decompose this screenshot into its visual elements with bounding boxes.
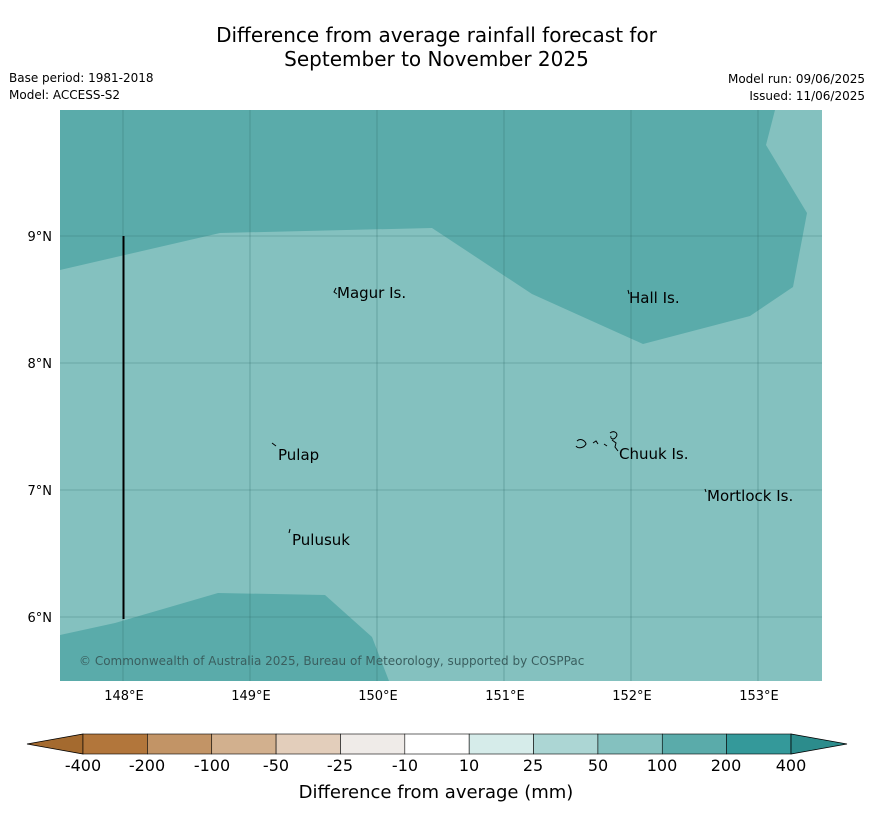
title-line-1: Difference from average rainfall forecas… bbox=[216, 23, 657, 47]
colorbar-tick: -400 bbox=[65, 756, 101, 775]
colorbar-ticks: -400 -200 -100 -50 -25 -10 10 25 50 100 … bbox=[65, 756, 806, 775]
lat-tick: 9°N bbox=[28, 230, 53, 245]
colorbar-box bbox=[275, 733, 341, 755]
lat-tick: 6°N bbox=[28, 611, 53, 626]
colorbar-extend-high bbox=[790, 733, 848, 755]
colorbar-tick: 200 bbox=[711, 756, 742, 775]
colorbar-box bbox=[404, 733, 470, 755]
map-area: Magur Is. Hall Is. Pulap Chuuk Is. Mortl… bbox=[60, 110, 822, 681]
lon-tick: 151°E bbox=[485, 689, 525, 704]
place-label-pulusuk: Pulusuk bbox=[292, 531, 350, 549]
issued-text: Issued: 11/06/2025 bbox=[749, 89, 865, 103]
colorbar-tick: 10 bbox=[459, 756, 479, 775]
lon-tick: 149°E bbox=[231, 689, 271, 704]
colorbar bbox=[26, 733, 848, 755]
colorbar-tick: -200 bbox=[129, 756, 165, 775]
region-100-200-north bbox=[60, 110, 807, 344]
latitude-ticks: 9°N 8°N 7°N 6°N bbox=[28, 230, 53, 626]
colorbar-box bbox=[661, 733, 727, 755]
graticule bbox=[60, 110, 822, 681]
title-line-2: September to November 2025 bbox=[284, 47, 589, 71]
place-label-mortlock: Mortlock Is. bbox=[707, 487, 793, 505]
place-label-chuuk: Chuuk Is. bbox=[619, 445, 688, 463]
lon-tick: 150°E bbox=[358, 689, 398, 704]
model-text: Model: ACCESS-S2 bbox=[9, 88, 121, 102]
colorbar-tick: 400 bbox=[776, 756, 807, 775]
colorbar-tick: 25 bbox=[523, 756, 543, 775]
place-label-pulap: Pulap bbox=[278, 446, 319, 464]
place-labels: Magur Is. Hall Is. Pulap Chuuk Is. Mortl… bbox=[278, 284, 793, 549]
region-100-200-south bbox=[60, 593, 389, 681]
lon-tick: 148°E bbox=[104, 689, 144, 704]
colorbar-tick: 100 bbox=[647, 756, 678, 775]
lon-tick: 153°E bbox=[739, 689, 779, 704]
longitude-ticks: 148°E 149°E 150°E 151°E 152°E 153°E bbox=[104, 689, 779, 704]
colorbar-box bbox=[147, 733, 213, 755]
colorbar-tick: -50 bbox=[263, 756, 289, 775]
colorbar-tick: -10 bbox=[392, 756, 418, 775]
lat-tick: 8°N bbox=[28, 357, 53, 372]
colorbar-box bbox=[211, 733, 277, 755]
colorbar-label: Difference from average (mm) bbox=[299, 782, 574, 803]
colorbar-extend-low bbox=[26, 733, 84, 755]
place-label-magur: Magur Is. bbox=[337, 284, 406, 302]
lon-tick: 152°E bbox=[612, 689, 652, 704]
place-label-hall: Hall Is. bbox=[629, 289, 680, 307]
colorbar-tick: 50 bbox=[588, 756, 608, 775]
meta-right: Model run: 09/06/2025 Issued: 11/06/2025 bbox=[728, 71, 865, 105]
colorbar-box bbox=[468, 733, 534, 755]
colorbar-box bbox=[82, 733, 148, 755]
base-period-text: Base period: 1981-2018 bbox=[9, 71, 154, 85]
colorbar-tick: -100 bbox=[194, 756, 230, 775]
meta-left: Base period: 1981-2018 Model: ACCESS-S2 bbox=[9, 70, 154, 104]
copyright-text: © Commonwealth of Australia 2025, Bureau… bbox=[79, 654, 584, 668]
colorbar-box bbox=[597, 733, 663, 755]
colorbar-box bbox=[533, 733, 599, 755]
colorbar-tick: -25 bbox=[327, 756, 353, 775]
colorbar-box bbox=[726, 733, 792, 755]
island-outlines bbox=[271, 287, 707, 534]
lat-tick: 7°N bbox=[28, 484, 53, 499]
model-run-text: Model run: 09/06/2025 bbox=[727, 72, 865, 86]
colorbar-box bbox=[340, 733, 406, 755]
